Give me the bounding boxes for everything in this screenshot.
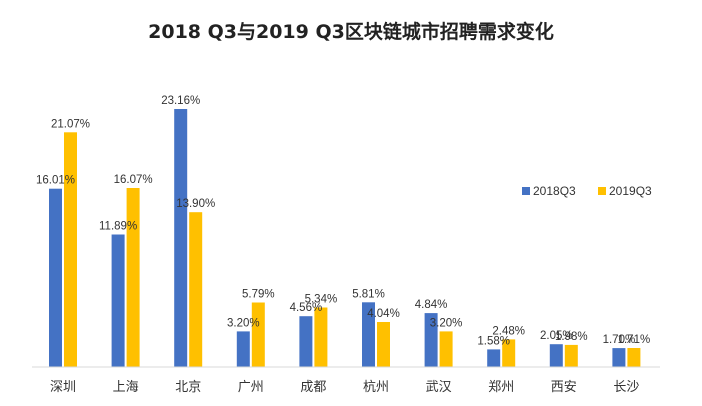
data-label-2019Q3-西安: 1.98% [555,331,588,343]
legend-swatch-2018Q3 [522,187,530,195]
legend-label-2018Q3: 2018Q3 [533,184,576,198]
bar-2018Q3-郑州 [487,349,501,367]
bar-2019Q3-广州 [251,302,265,367]
x-tick-深圳: 深圳 [50,380,76,395]
x-tick-上海: 上海 [113,380,139,395]
bar-2019Q3-北京 [189,212,203,367]
bar-2018Q3-西安 [549,344,563,367]
bar-2018Q3-杭州 [362,302,375,367]
bar-2019Q3-杭州 [377,322,390,367]
data-label-2019Q3-武汉: 3.20% [430,317,463,329]
data-label-2019Q3-上海: 16.07% [114,174,153,186]
bar-2018Q3-北京 [174,109,188,367]
bar-2019Q3-上海 [126,188,140,367]
bar-2019Q3-长沙 [627,348,641,367]
bar-2018Q3-深圳 [49,188,62,367]
data-label-2019Q3-郑州: 2.48% [492,325,525,337]
data-label-2019Q3-广州: 5.79% [242,289,275,301]
data-label-2019Q3-北京: 13.90% [176,198,215,210]
bar-2019Q3-武汉 [439,331,453,367]
legend-swatch-2019Q3 [598,187,606,195]
bars-group [49,109,641,367]
bar-2019Q3-西安 [564,344,578,367]
bar-2018Q3-广州 [236,331,250,367]
data-label-2018Q3-成都: 4.56% [290,302,323,314]
x-tick-杭州: 杭州 [363,380,389,395]
bar-2018Q3-长沙 [612,348,626,367]
x-tick-labels: 深圳 上海 北京 广州 成都 杭州 武汉 郑州 西安 长沙 [50,380,639,395]
bar-2018Q3-武汉 [424,313,438,367]
data-label-2018Q3-广州: 3.20% [227,317,260,329]
data-label-2018Q3-杭州: 5.81% [352,288,385,300]
bar-2018Q3-成都 [299,316,313,367]
bar-2019Q3-成都 [314,307,328,367]
chart-title: 2018 Q3与2019 Q3区块链城市招聘需求变化 [148,20,554,43]
x-tick-武汉: 武汉 [426,380,452,395]
data-label-2019Q3-成都: 5.34% [305,294,338,306]
data-label-2018Q3-武汉: 4.84% [415,299,448,311]
x-tick-北京: 北京 [175,380,201,395]
data-label-2019Q3-杭州: 4.04% [367,308,400,320]
data-labels-group: 16.01% 21.07% 11.89% 16.07% 23.16% 13.90% 3.20… [36,95,650,347]
bar-2018Q3-上海 [111,234,125,367]
data-label-2018Q3-深圳: 16.01% [36,175,75,187]
data-label-2018Q3-长沙: 1.70% [603,334,636,346]
x-tick-西安: 西安 [551,380,577,395]
data-label-2018Q3-西安: 2.05% [540,330,573,342]
legend-label-2019Q3: 2019Q3 [609,184,652,198]
x-tick-广州: 广州 [238,380,264,395]
data-label-2018Q3-北京: 23.16% [161,95,200,107]
x-tick-长沙: 长沙 [613,380,639,395]
data-label-2018Q3-上海: 11.89% [99,221,137,233]
data-label-2019Q3-长沙: 1.71% [618,334,651,346]
bar-2019Q3-深圳 [64,132,77,367]
data-label-2018Q3-郑州: 1.58% [477,335,510,347]
x-tick-郑州: 郑州 [488,380,514,395]
x-tick-成都: 成都 [300,380,326,395]
legend: 2018Q3 2019Q3 [522,184,652,198]
bar-2019Q3-郑州 [502,339,516,367]
data-label-2019Q3-深圳: 21.07% [51,118,90,130]
